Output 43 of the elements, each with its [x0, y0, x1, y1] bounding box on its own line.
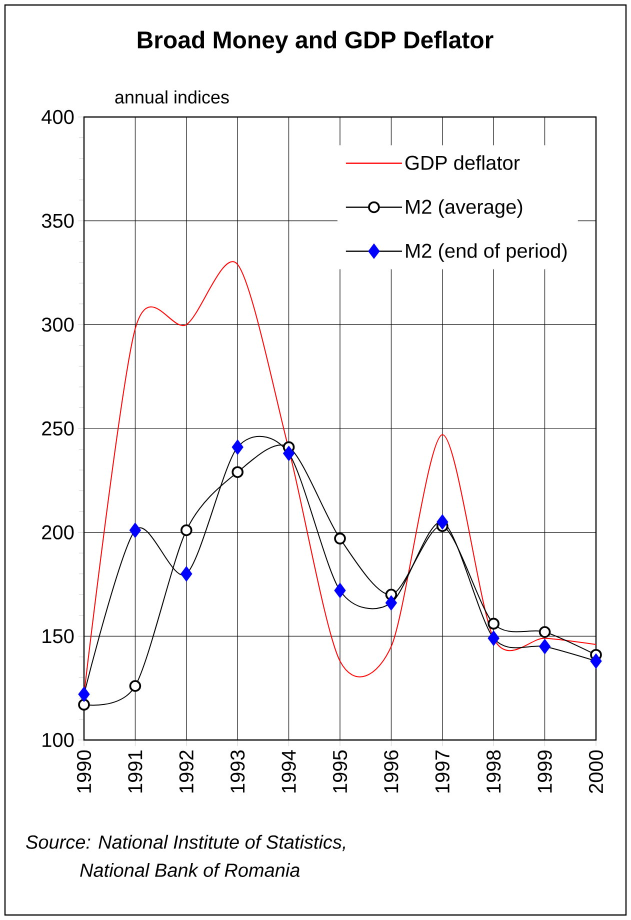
legend-label: GDP deflator — [405, 155, 520, 170]
point — [436, 514, 448, 530]
point — [180, 524, 192, 536]
legend-label: M2 (end of period) — [406, 243, 567, 262]
y-tick-label: 400 — [42, 110, 74, 124]
point — [129, 522, 141, 538]
x-tick-label: 1992 — [179, 750, 194, 792]
point — [385, 595, 397, 610]
y-tick-label: 300 — [42, 318, 74, 332]
point — [334, 582, 346, 598]
x-tick-label: 1998 — [486, 750, 501, 792]
x-tick-label: 1997 — [435, 750, 450, 792]
point — [232, 440, 244, 455]
point — [488, 630, 500, 646]
point — [538, 626, 551, 638]
x-tick-label: 1995 — [332, 750, 348, 792]
x-tick-label: 1996 — [384, 750, 398, 792]
x-tick-label: 1994 — [282, 750, 296, 792]
point — [78, 686, 90, 702]
point — [539, 639, 551, 654]
point — [180, 566, 192, 582]
y-tick-label: 250 — [42, 421, 74, 436]
point — [78, 698, 90, 711]
chart-title: Broad Money and GDP Deflator — [138, 30, 494, 54]
legend-label: M2 (average) — [406, 199, 522, 218]
x-tick-label: 1999 — [538, 750, 552, 792]
x-tick-label: 1993 — [230, 750, 245, 792]
source-note: Source: National Institute of Statistics, — [26, 834, 346, 852]
point — [283, 446, 295, 461]
point — [232, 466, 244, 478]
point — [590, 654, 602, 669]
x-tick-label: 1990 — [76, 750, 92, 792]
y-tick-label: 200 — [42, 525, 74, 540]
x-tick-label: 1991 — [128, 750, 142, 792]
y-axis-title: annual indices — [115, 90, 229, 104]
point — [129, 680, 142, 692]
y-tick-label: 150 — [42, 629, 74, 644]
y-tick-label: 100 — [42, 732, 74, 748]
point — [488, 618, 500, 630]
point — [334, 532, 346, 544]
text: National Bank of Romania — [80, 863, 300, 877]
y-tick-label: 350 — [42, 214, 74, 228]
x-tick-label: 2000 — [588, 750, 604, 794]
